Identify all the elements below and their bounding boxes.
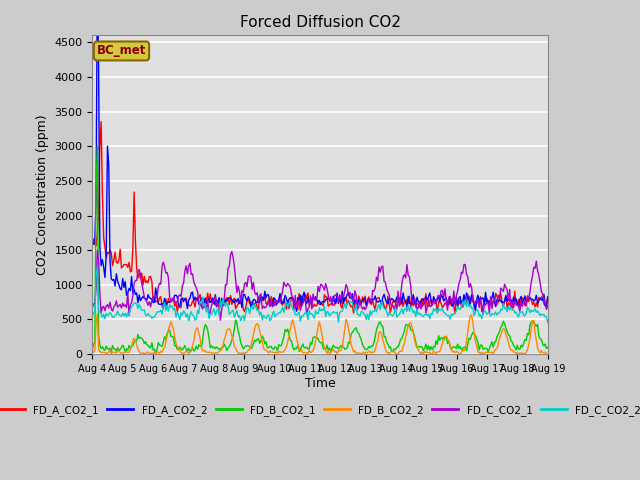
- FD_B_CO2_2: [93, 311, 101, 317]
- FD_A_CO2_1: [145, 274, 153, 279]
- FD_C_CO2_1: [250, 279, 257, 285]
- FD_B_CO2_1: [93, 143, 101, 149]
- FD_A_CO2_2: [248, 301, 256, 307]
- FD_B_CO2_2: [289, 317, 296, 323]
- FD_B_CO2_1: [145, 345, 153, 350]
- X-axis label: Time: Time: [305, 377, 335, 390]
- FD_A_CO2_2: [88, 237, 96, 242]
- FD_A_CO2_1: [521, 302, 529, 308]
- FD_C_CO2_1: [145, 299, 153, 305]
- FD_C_CO2_1: [227, 252, 234, 258]
- FD_C_CO2_1: [93, 247, 101, 253]
- FD_B_CO2_2: [241, 351, 248, 357]
- FD_B_CO2_2: [145, 351, 153, 357]
- FD_A_CO2_1: [350, 310, 358, 316]
- FD_C_CO2_1: [216, 317, 224, 323]
- Line: FD_A_CO2_2: FD_A_CO2_2: [92, 0, 548, 312]
- FD_B_CO2_1: [290, 347, 298, 353]
- FD_A_CO2_2: [145, 295, 153, 301]
- FD_C_CO2_1: [544, 303, 552, 309]
- FD_C_CO2_2: [289, 306, 296, 312]
- FD_A_CO2_2: [521, 293, 529, 299]
- FD_A_CO2_2: [225, 295, 233, 301]
- FD_A_CO2_1: [241, 309, 248, 314]
- FD_B_CO2_1: [544, 345, 552, 350]
- FD_C_CO2_2: [225, 312, 233, 317]
- Line: FD_A_CO2_1: FD_A_CO2_1: [92, 121, 548, 313]
- FD_C_CO2_2: [145, 313, 153, 319]
- FD_C_CO2_1: [521, 300, 529, 306]
- FD_A_CO2_1: [88, 238, 96, 243]
- FD_C_CO2_2: [520, 312, 527, 318]
- FD_A_CO2_2: [241, 291, 248, 297]
- FD_B_CO2_1: [227, 341, 234, 347]
- FD_A_CO2_2: [289, 296, 296, 302]
- Line: FD_C_CO2_2: FD_C_CO2_2: [92, 266, 548, 323]
- FD_A_CO2_1: [225, 302, 233, 308]
- FD_C_CO2_2: [544, 320, 552, 326]
- Line: FD_B_CO2_2: FD_B_CO2_2: [92, 314, 548, 354]
- Text: BC_met: BC_met: [97, 45, 146, 58]
- FD_A_CO2_2: [292, 309, 300, 314]
- Title: Forced Diffusion CO2: Forced Diffusion CO2: [239, 15, 401, 30]
- FD_C_CO2_2: [248, 303, 256, 309]
- FD_A_CO2_1: [544, 294, 552, 300]
- Legend: FD_A_CO2_1, FD_A_CO2_2, FD_B_CO2_1, FD_B_CO2_2, FD_C_CO2_1, FD_C_CO2_2: FD_A_CO2_1, FD_A_CO2_2, FD_B_CO2_1, FD_B…: [0, 401, 640, 420]
- FD_B_CO2_1: [152, 350, 159, 356]
- FD_B_CO2_2: [88, 348, 96, 354]
- Line: FD_C_CO2_1: FD_C_CO2_1: [92, 250, 548, 320]
- FD_C_CO2_2: [93, 263, 101, 269]
- FD_B_CO2_1: [88, 347, 96, 353]
- FD_B_CO2_2: [544, 351, 552, 357]
- FD_B_CO2_2: [520, 351, 527, 357]
- FD_B_CO2_1: [250, 340, 257, 346]
- FD_C_CO2_1: [88, 305, 96, 311]
- FD_A_CO2_1: [248, 299, 256, 305]
- FD_B_CO2_1: [521, 337, 529, 343]
- FD_C_CO2_1: [242, 279, 250, 285]
- FD_C_CO2_2: [241, 318, 248, 324]
- Y-axis label: CO2 Concentration (ppm): CO2 Concentration (ppm): [36, 114, 49, 275]
- FD_B_CO2_1: [242, 343, 250, 349]
- FD_A_CO2_1: [289, 294, 296, 300]
- FD_A_CO2_1: [97, 119, 105, 124]
- FD_B_CO2_2: [225, 326, 233, 332]
- FD_C_CO2_1: [290, 306, 298, 312]
- Line: FD_B_CO2_1: FD_B_CO2_1: [92, 146, 548, 353]
- FD_B_CO2_2: [248, 338, 256, 344]
- FD_A_CO2_2: [544, 294, 552, 300]
- FD_C_CO2_2: [88, 313, 96, 319]
